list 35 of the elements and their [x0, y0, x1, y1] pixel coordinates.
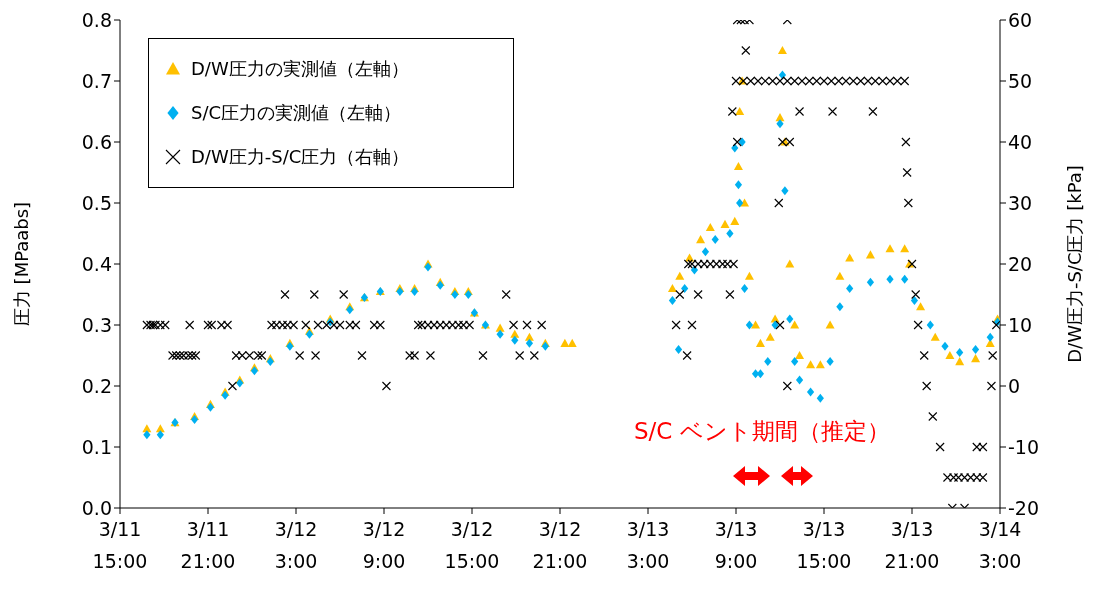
y2-tick-label: 20	[1008, 252, 1033, 275]
x-tick-label: 3/12 21:00	[532, 518, 588, 572]
x-tick-label: 3/14 3:00	[978, 518, 1022, 572]
y-tick-label: 0.1	[81, 435, 112, 458]
x-tick-label: 3/12 9:00	[362, 518, 406, 572]
y-axis-title: 圧力 [MPaabs]	[11, 201, 33, 327]
legend-label: D/W圧力の実測値（左軸）	[191, 57, 409, 81]
x-tick-label: 3/13 15:00	[796, 518, 852, 572]
y-tick-label: 0.5	[81, 191, 112, 214]
y-tick-label: 0.2	[81, 374, 112, 397]
x-tick-label: 3/12 3:00	[274, 518, 318, 572]
legend-label: S/C圧力の実測値（左軸）	[191, 101, 402, 125]
y2-tick-label: 10	[1008, 313, 1033, 336]
y2-tick-label: -10	[1008, 435, 1040, 458]
x-tick-label: 3/11 21:00	[180, 518, 236, 572]
y-tick-label: 0.0	[81, 496, 112, 519]
legend-label: D/W圧力-S/C圧力（右軸）	[191, 145, 410, 169]
y2-tick-label: 50	[1008, 69, 1033, 92]
y-tick-label: 0.4	[81, 252, 112, 275]
y-tick-label: 0.8	[81, 8, 112, 31]
x-tick-label: 3/12 15:00	[444, 518, 500, 572]
annotation: S/C ベント期間（推定）	[634, 417, 890, 446]
y2-tick-label: -20	[1008, 496, 1040, 519]
y-tick-label: 0.3	[81, 313, 112, 336]
y2-tick-label: 40	[1008, 130, 1033, 153]
y2-axis-title: D/W圧力-S/C圧力 [kPa]	[1064, 165, 1086, 363]
y2-tick-label: 60	[1008, 8, 1033, 31]
x-tick-label: 3/13 9:00	[714, 518, 758, 572]
y2-tick-label: 0	[1008, 374, 1021, 397]
x-tick-label: 3/13 21:00	[884, 518, 940, 572]
x-tick-label: 3/13 3:00	[626, 518, 670, 572]
y2-tick-label: 30	[1008, 191, 1033, 214]
x-tick-label: 3/11 15:00	[92, 518, 148, 572]
y-tick-label: 0.7	[81, 69, 112, 92]
y-tick-label: 0.6	[81, 130, 112, 153]
